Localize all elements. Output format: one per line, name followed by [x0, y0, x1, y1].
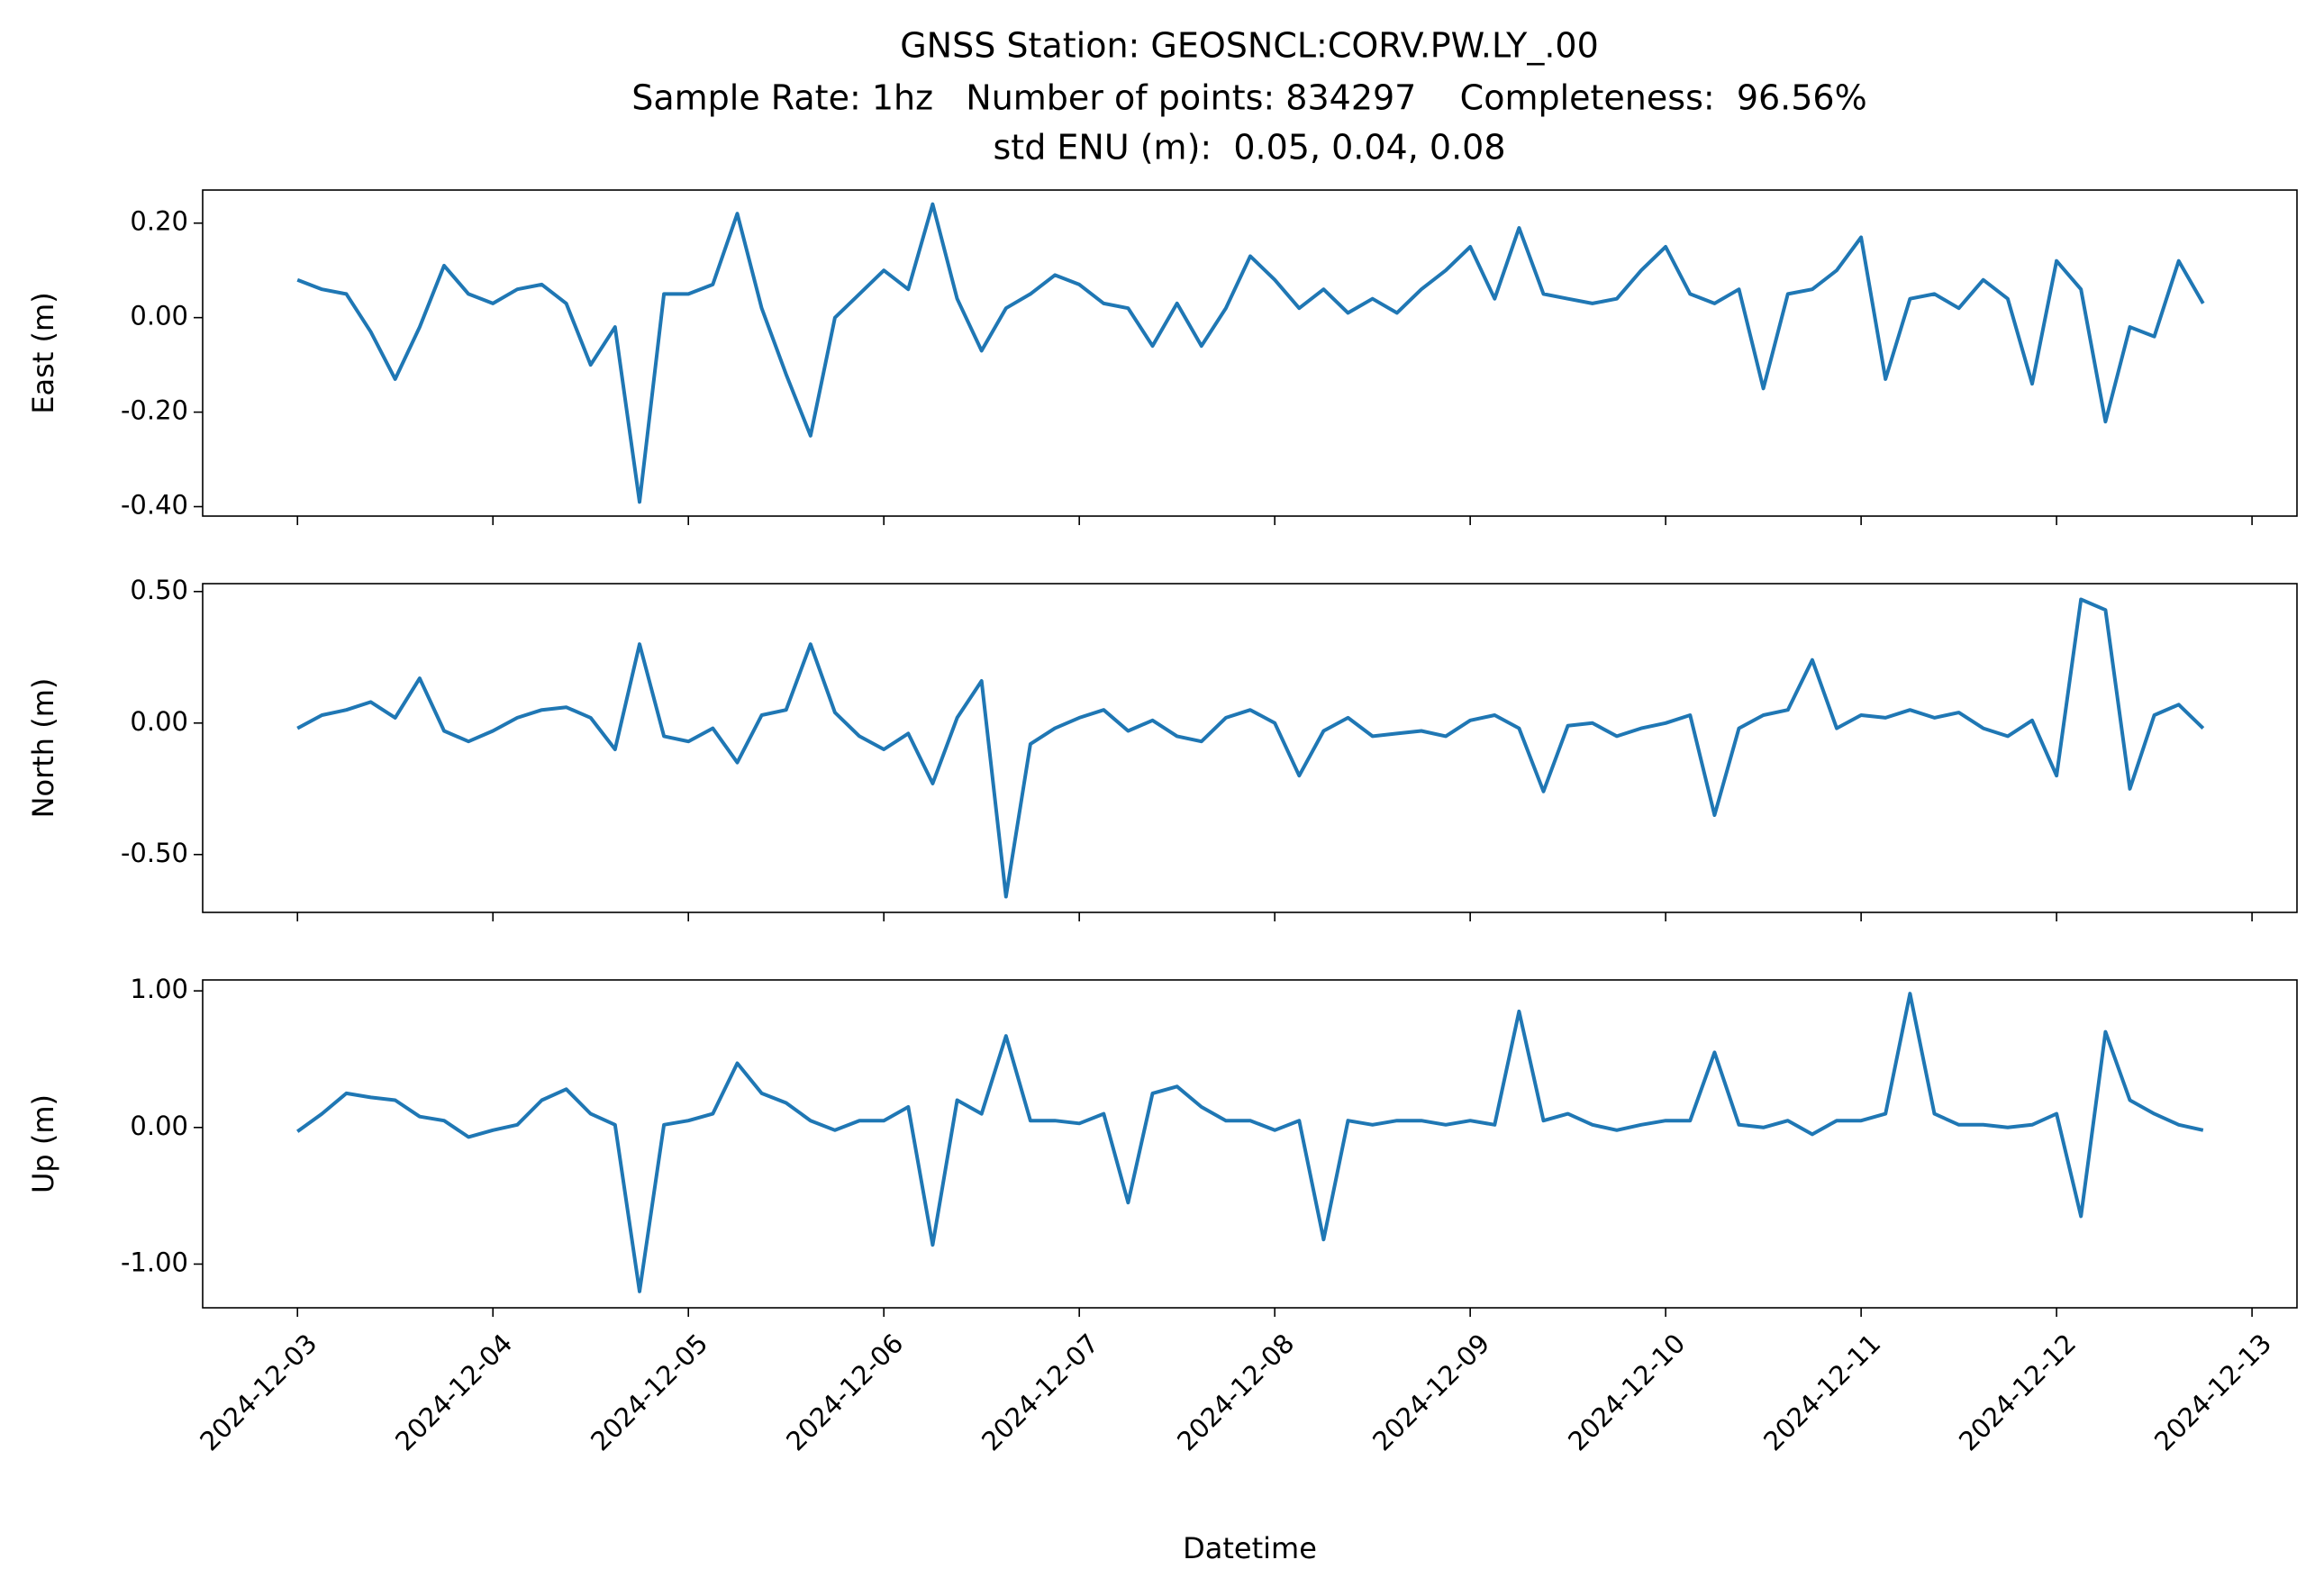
x-tick-label: 2024-12-07	[976, 1328, 1104, 1456]
y-axis-label: East (m)	[26, 292, 60, 413]
y-tick-label: 0.00	[130, 706, 188, 737]
y-tick-label: 0.00	[130, 1111, 188, 1141]
y-tick-label: -1.00	[121, 1247, 188, 1277]
x-tick-label: 2024-12-11	[1757, 1328, 1886, 1456]
chart-subtitle: std ENU (m): 0.05, 0.04, 0.08	[994, 128, 1506, 168]
x-tick-label: 2024-12-03	[194, 1328, 322, 1456]
axes-frame	[202, 189, 2298, 517]
y-tick-label: 1.00	[130, 974, 188, 1004]
data-line	[296, 202, 2205, 504]
x-tick-label: 2024-12-04	[389, 1328, 518, 1456]
y-tick-label: 0.20	[130, 206, 188, 237]
x-tick-label: 2024-12-06	[780, 1328, 909, 1456]
y-axis-label: Up (m)	[26, 1094, 60, 1193]
x-axis-label: Datetime	[1183, 1531, 1317, 1565]
x-tick-label: 2024-12-05	[585, 1328, 713, 1456]
y-tick-label: 0.00	[130, 301, 188, 331]
x-tick-label: 2024-12-13	[2148, 1328, 2277, 1456]
y-tick-label: -0.20	[121, 395, 188, 426]
x-tick-label: 2024-12-09	[1366, 1328, 1495, 1456]
data-line	[296, 597, 2205, 899]
axes-frame	[202, 979, 2298, 1309]
data-line	[296, 992, 2204, 1293]
x-tick-label: 2024-12-10	[1562, 1328, 1691, 1456]
chart-title: GNSS Station: GEOSNCL:CORV.PW.LY_.00	[900, 26, 1599, 66]
y-tick-label: -0.40	[121, 490, 188, 521]
x-tick-label: 2024-12-12	[1953, 1328, 2082, 1456]
x-tick-label: 2024-12-08	[1171, 1328, 1300, 1456]
chart-subtitle: Sample Rate: 1hz Number of points: 83429…	[631, 78, 1866, 118]
y-tick-label: -0.50	[121, 838, 188, 868]
y-axis-label: North (m)	[26, 678, 60, 819]
y-tick-label: 0.50	[130, 575, 188, 605]
axes-frame	[202, 583, 2298, 913]
